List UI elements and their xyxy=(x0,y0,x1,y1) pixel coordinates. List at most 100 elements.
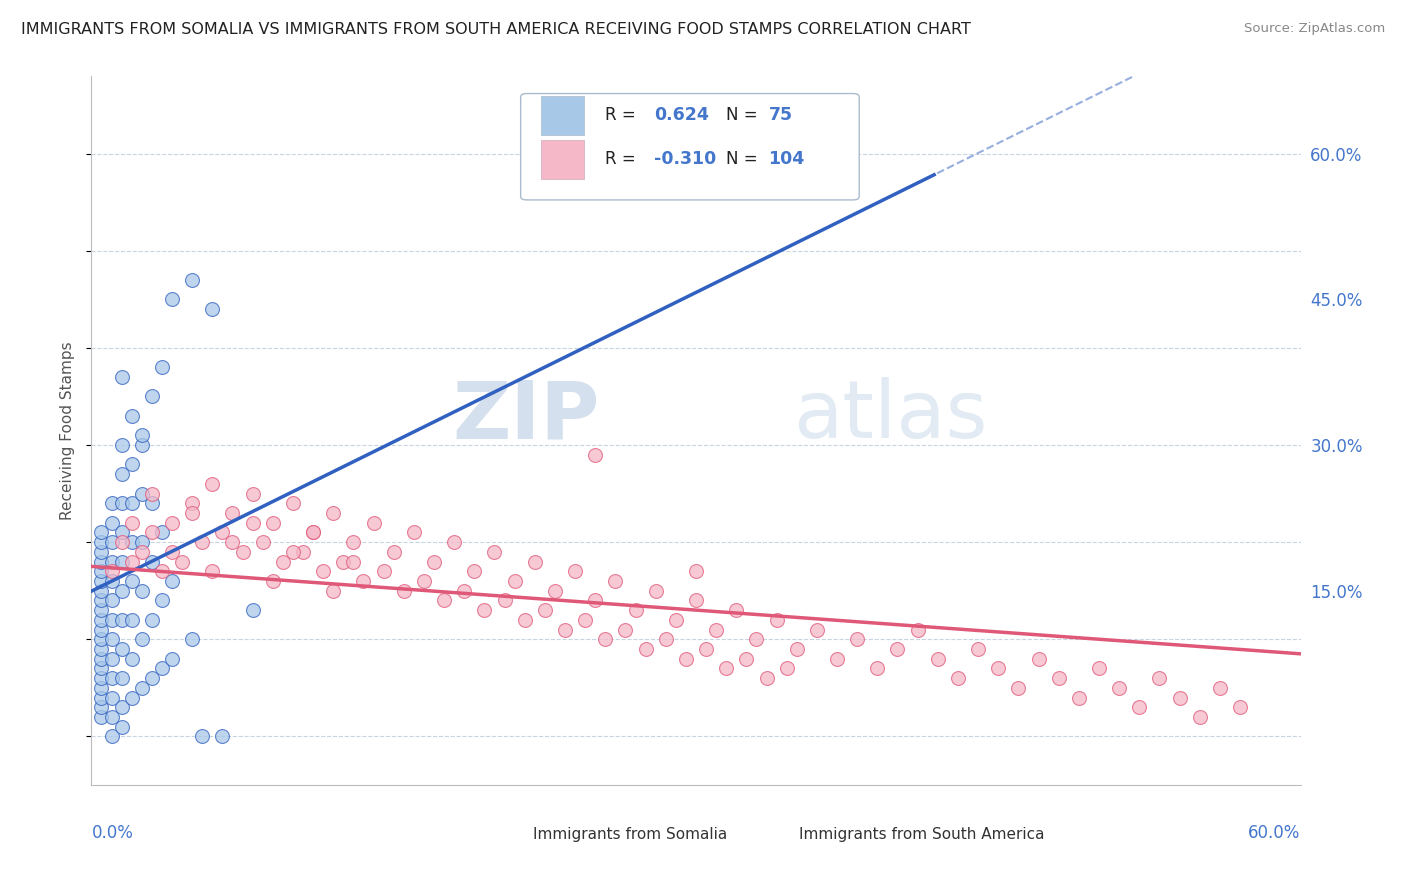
Point xyxy=(544,583,567,598)
Point xyxy=(1168,690,1191,705)
Point xyxy=(90,632,112,647)
Point xyxy=(1188,710,1211,724)
Point xyxy=(201,564,224,578)
Point xyxy=(987,661,1010,675)
Point xyxy=(242,486,264,500)
Point xyxy=(141,613,163,627)
Point xyxy=(90,603,112,617)
Point xyxy=(172,555,194,569)
Point xyxy=(1128,700,1150,714)
Point xyxy=(402,525,425,540)
Point xyxy=(433,593,456,607)
Point xyxy=(513,613,536,627)
Point xyxy=(90,555,112,569)
Text: 104: 104 xyxy=(769,150,804,168)
Point xyxy=(141,555,163,569)
Point xyxy=(90,700,112,714)
Point xyxy=(634,642,657,657)
Point xyxy=(141,496,163,510)
Point xyxy=(1108,681,1130,695)
Point xyxy=(90,613,112,627)
Text: IMMIGRANTS FROM SOMALIA VS IMMIGRANTS FROM SOUTH AMERICA RECEIVING FOOD STAMPS C: IMMIGRANTS FROM SOMALIA VS IMMIGRANTS FR… xyxy=(21,22,972,37)
Point xyxy=(242,603,264,617)
Point xyxy=(322,583,344,598)
Point xyxy=(1067,690,1090,705)
Point xyxy=(614,623,637,637)
Point xyxy=(392,583,415,598)
Point xyxy=(100,555,122,569)
Point xyxy=(654,632,676,647)
Point xyxy=(281,496,304,510)
Point xyxy=(191,535,214,549)
Point xyxy=(90,525,112,540)
Point xyxy=(1149,671,1171,685)
Point xyxy=(90,545,112,559)
Point xyxy=(714,661,737,675)
Point xyxy=(131,535,153,549)
Point xyxy=(111,583,132,598)
Point xyxy=(605,574,627,588)
Point xyxy=(121,535,143,549)
Point xyxy=(472,603,495,617)
Point xyxy=(160,292,183,306)
Point xyxy=(121,613,143,627)
Point xyxy=(150,593,173,607)
Point xyxy=(593,632,616,647)
Point xyxy=(453,583,475,598)
Point xyxy=(111,438,132,452)
Point xyxy=(90,710,112,724)
Point xyxy=(100,564,122,578)
Point xyxy=(100,690,122,705)
Point xyxy=(685,564,707,578)
Point xyxy=(90,564,112,578)
Point xyxy=(786,642,808,657)
Point xyxy=(90,574,112,588)
Point xyxy=(967,642,990,657)
Text: 75: 75 xyxy=(769,106,793,124)
Point xyxy=(111,613,132,627)
Point xyxy=(121,574,143,588)
Point xyxy=(342,555,364,569)
Point xyxy=(866,661,889,675)
Point xyxy=(100,496,122,510)
Point xyxy=(141,486,163,500)
Point xyxy=(262,516,284,530)
Point xyxy=(141,389,163,403)
Point xyxy=(150,564,173,578)
Point xyxy=(583,448,606,462)
Point xyxy=(665,613,688,627)
Point xyxy=(704,623,727,637)
Point xyxy=(111,642,132,657)
Point xyxy=(574,613,596,627)
Point xyxy=(90,583,112,598)
Point xyxy=(806,623,828,637)
Y-axis label: Receiving Food Stamps: Receiving Food Stamps xyxy=(60,341,76,520)
Text: Immigrants from South America: Immigrants from South America xyxy=(799,827,1045,842)
Point xyxy=(413,574,436,588)
Point xyxy=(211,525,233,540)
Point xyxy=(1047,671,1070,685)
Point xyxy=(121,496,143,510)
Point xyxy=(685,593,707,607)
Point xyxy=(141,671,163,685)
Point xyxy=(181,496,204,510)
Point xyxy=(242,516,264,530)
Point xyxy=(111,555,132,569)
Text: atlas: atlas xyxy=(793,377,987,455)
Point xyxy=(946,671,969,685)
Point xyxy=(886,642,908,657)
Point xyxy=(342,535,364,549)
Point xyxy=(111,535,132,549)
Point xyxy=(181,273,204,287)
Point xyxy=(292,545,315,559)
Point xyxy=(121,458,143,472)
FancyBboxPatch shape xyxy=(541,95,583,135)
Point xyxy=(131,438,153,452)
Point xyxy=(554,623,576,637)
FancyBboxPatch shape xyxy=(541,139,583,178)
Point xyxy=(927,651,949,665)
Text: N =: N = xyxy=(725,150,758,168)
FancyBboxPatch shape xyxy=(491,821,523,849)
Text: 0.0%: 0.0% xyxy=(91,824,134,842)
Point xyxy=(262,574,284,588)
